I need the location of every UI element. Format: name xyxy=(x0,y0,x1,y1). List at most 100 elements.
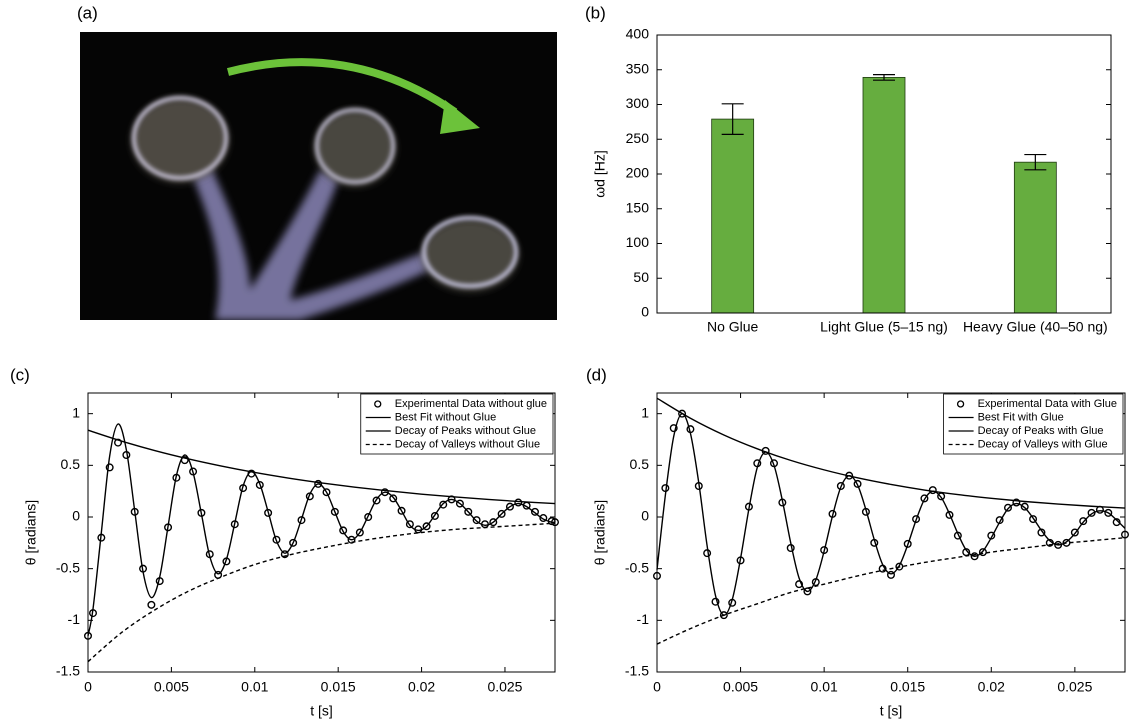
data-point xyxy=(530,507,539,516)
y-tick-label: 50 xyxy=(633,269,649,285)
series-line xyxy=(87,522,556,663)
series-line xyxy=(656,412,1126,616)
x-tick-label: 0.025 xyxy=(487,679,522,695)
y-tick-label: 1 xyxy=(72,404,80,420)
data-point xyxy=(397,506,406,515)
y-tick-label: -0.5 xyxy=(56,559,80,575)
data-point xyxy=(678,409,687,418)
data-point xyxy=(430,511,439,520)
y-tick-label: 0 xyxy=(641,304,649,320)
legend-marker xyxy=(374,400,382,408)
data-point xyxy=(887,570,896,579)
x-tick-label: 0 xyxy=(84,679,92,695)
data-point xyxy=(711,597,720,606)
y-tick-label: -1.5 xyxy=(625,663,649,679)
legend-label: Decay of Valleys without Glue xyxy=(395,438,540,450)
y-tick-label: 400 xyxy=(626,26,650,42)
data-point xyxy=(364,513,373,522)
data-point xyxy=(322,488,331,497)
data-point xyxy=(147,600,156,609)
y-tick-label: -0.5 xyxy=(625,559,649,575)
data-point xyxy=(380,488,389,497)
plot-frame xyxy=(656,392,1126,673)
data-point xyxy=(439,500,448,509)
y-axis-label: θ [radians] xyxy=(592,500,608,565)
x-tick-label: No Glue xyxy=(707,319,759,335)
y-tick-label: 300 xyxy=(626,95,650,111)
y-tick-label: 0 xyxy=(72,508,80,524)
data-point xyxy=(669,424,678,433)
data-point xyxy=(1087,508,1096,517)
data-point xyxy=(472,516,481,525)
data-point xyxy=(836,482,845,491)
x-tick-label: Light Glue (5–15 ng) xyxy=(820,319,948,335)
data-point xyxy=(297,516,306,525)
data-point xyxy=(903,539,912,548)
y-tick-label: 0.5 xyxy=(61,456,81,472)
bar xyxy=(862,76,906,314)
data-point xyxy=(1104,508,1113,517)
data-point xyxy=(405,520,414,529)
x-axis-label: t [s] xyxy=(310,703,333,719)
series-line xyxy=(656,397,1126,509)
legend-label: Experimental Data with Glue xyxy=(978,398,1117,410)
y-axis-label: θ [radians] xyxy=(23,500,39,565)
data-point xyxy=(1037,528,1046,537)
y-tick-label: 350 xyxy=(626,60,650,76)
error-bar xyxy=(721,103,744,135)
error-bar xyxy=(873,74,895,81)
data-point xyxy=(422,522,431,531)
data-point xyxy=(853,479,862,488)
data-point xyxy=(1012,498,1021,507)
x-tick-label: 0.01 xyxy=(241,679,268,695)
data-point xyxy=(1004,503,1013,512)
data-point xyxy=(703,549,712,558)
error-bar xyxy=(1024,153,1047,171)
legend-box xyxy=(360,393,554,455)
data-point xyxy=(280,550,289,559)
data-point xyxy=(455,499,464,508)
data-point xyxy=(945,510,954,519)
data-point xyxy=(272,535,281,544)
data-point xyxy=(795,580,804,589)
x-tick-label: 0 xyxy=(653,679,661,695)
data-point xyxy=(314,479,323,488)
legend-label: Decay of Valleys with Glue xyxy=(978,438,1108,450)
legend-label: Best Fit without Glue xyxy=(395,411,497,423)
y-tick-label: -1 xyxy=(637,611,650,627)
y-axis-label: ωd [Hz] xyxy=(592,150,608,198)
panel-label: (a) xyxy=(77,3,98,22)
y-tick-label: -1 xyxy=(68,611,81,627)
y-tick-label: 1 xyxy=(641,404,649,420)
data-point xyxy=(339,526,348,535)
y-tick-label: -1.5 xyxy=(56,663,80,679)
data-point xyxy=(514,498,523,507)
data-point xyxy=(1029,515,1038,524)
y-tick-label: 200 xyxy=(626,165,650,181)
data-point xyxy=(497,509,506,518)
x-tick-label: 0.01 xyxy=(811,679,838,695)
data-point xyxy=(1112,518,1121,527)
data-point xyxy=(372,496,381,505)
series-line xyxy=(656,536,1126,645)
data-point xyxy=(912,515,921,524)
data-point xyxy=(355,528,364,537)
data-point xyxy=(539,514,548,523)
data-point xyxy=(105,463,114,472)
data-point xyxy=(895,562,904,571)
data-point xyxy=(389,494,398,503)
data-point xyxy=(289,538,298,547)
data-point xyxy=(1070,528,1079,537)
data-point xyxy=(803,587,812,596)
data-point xyxy=(978,548,987,557)
legend-label: Decay of Peaks without Glue xyxy=(395,425,536,437)
legend-label: Experimental Data without glue xyxy=(395,398,547,410)
data-point xyxy=(1020,502,1029,511)
data-point xyxy=(970,552,979,561)
data-point xyxy=(330,507,339,516)
legend-label: Best Fit with Glue xyxy=(978,411,1064,423)
data-point xyxy=(489,518,498,527)
